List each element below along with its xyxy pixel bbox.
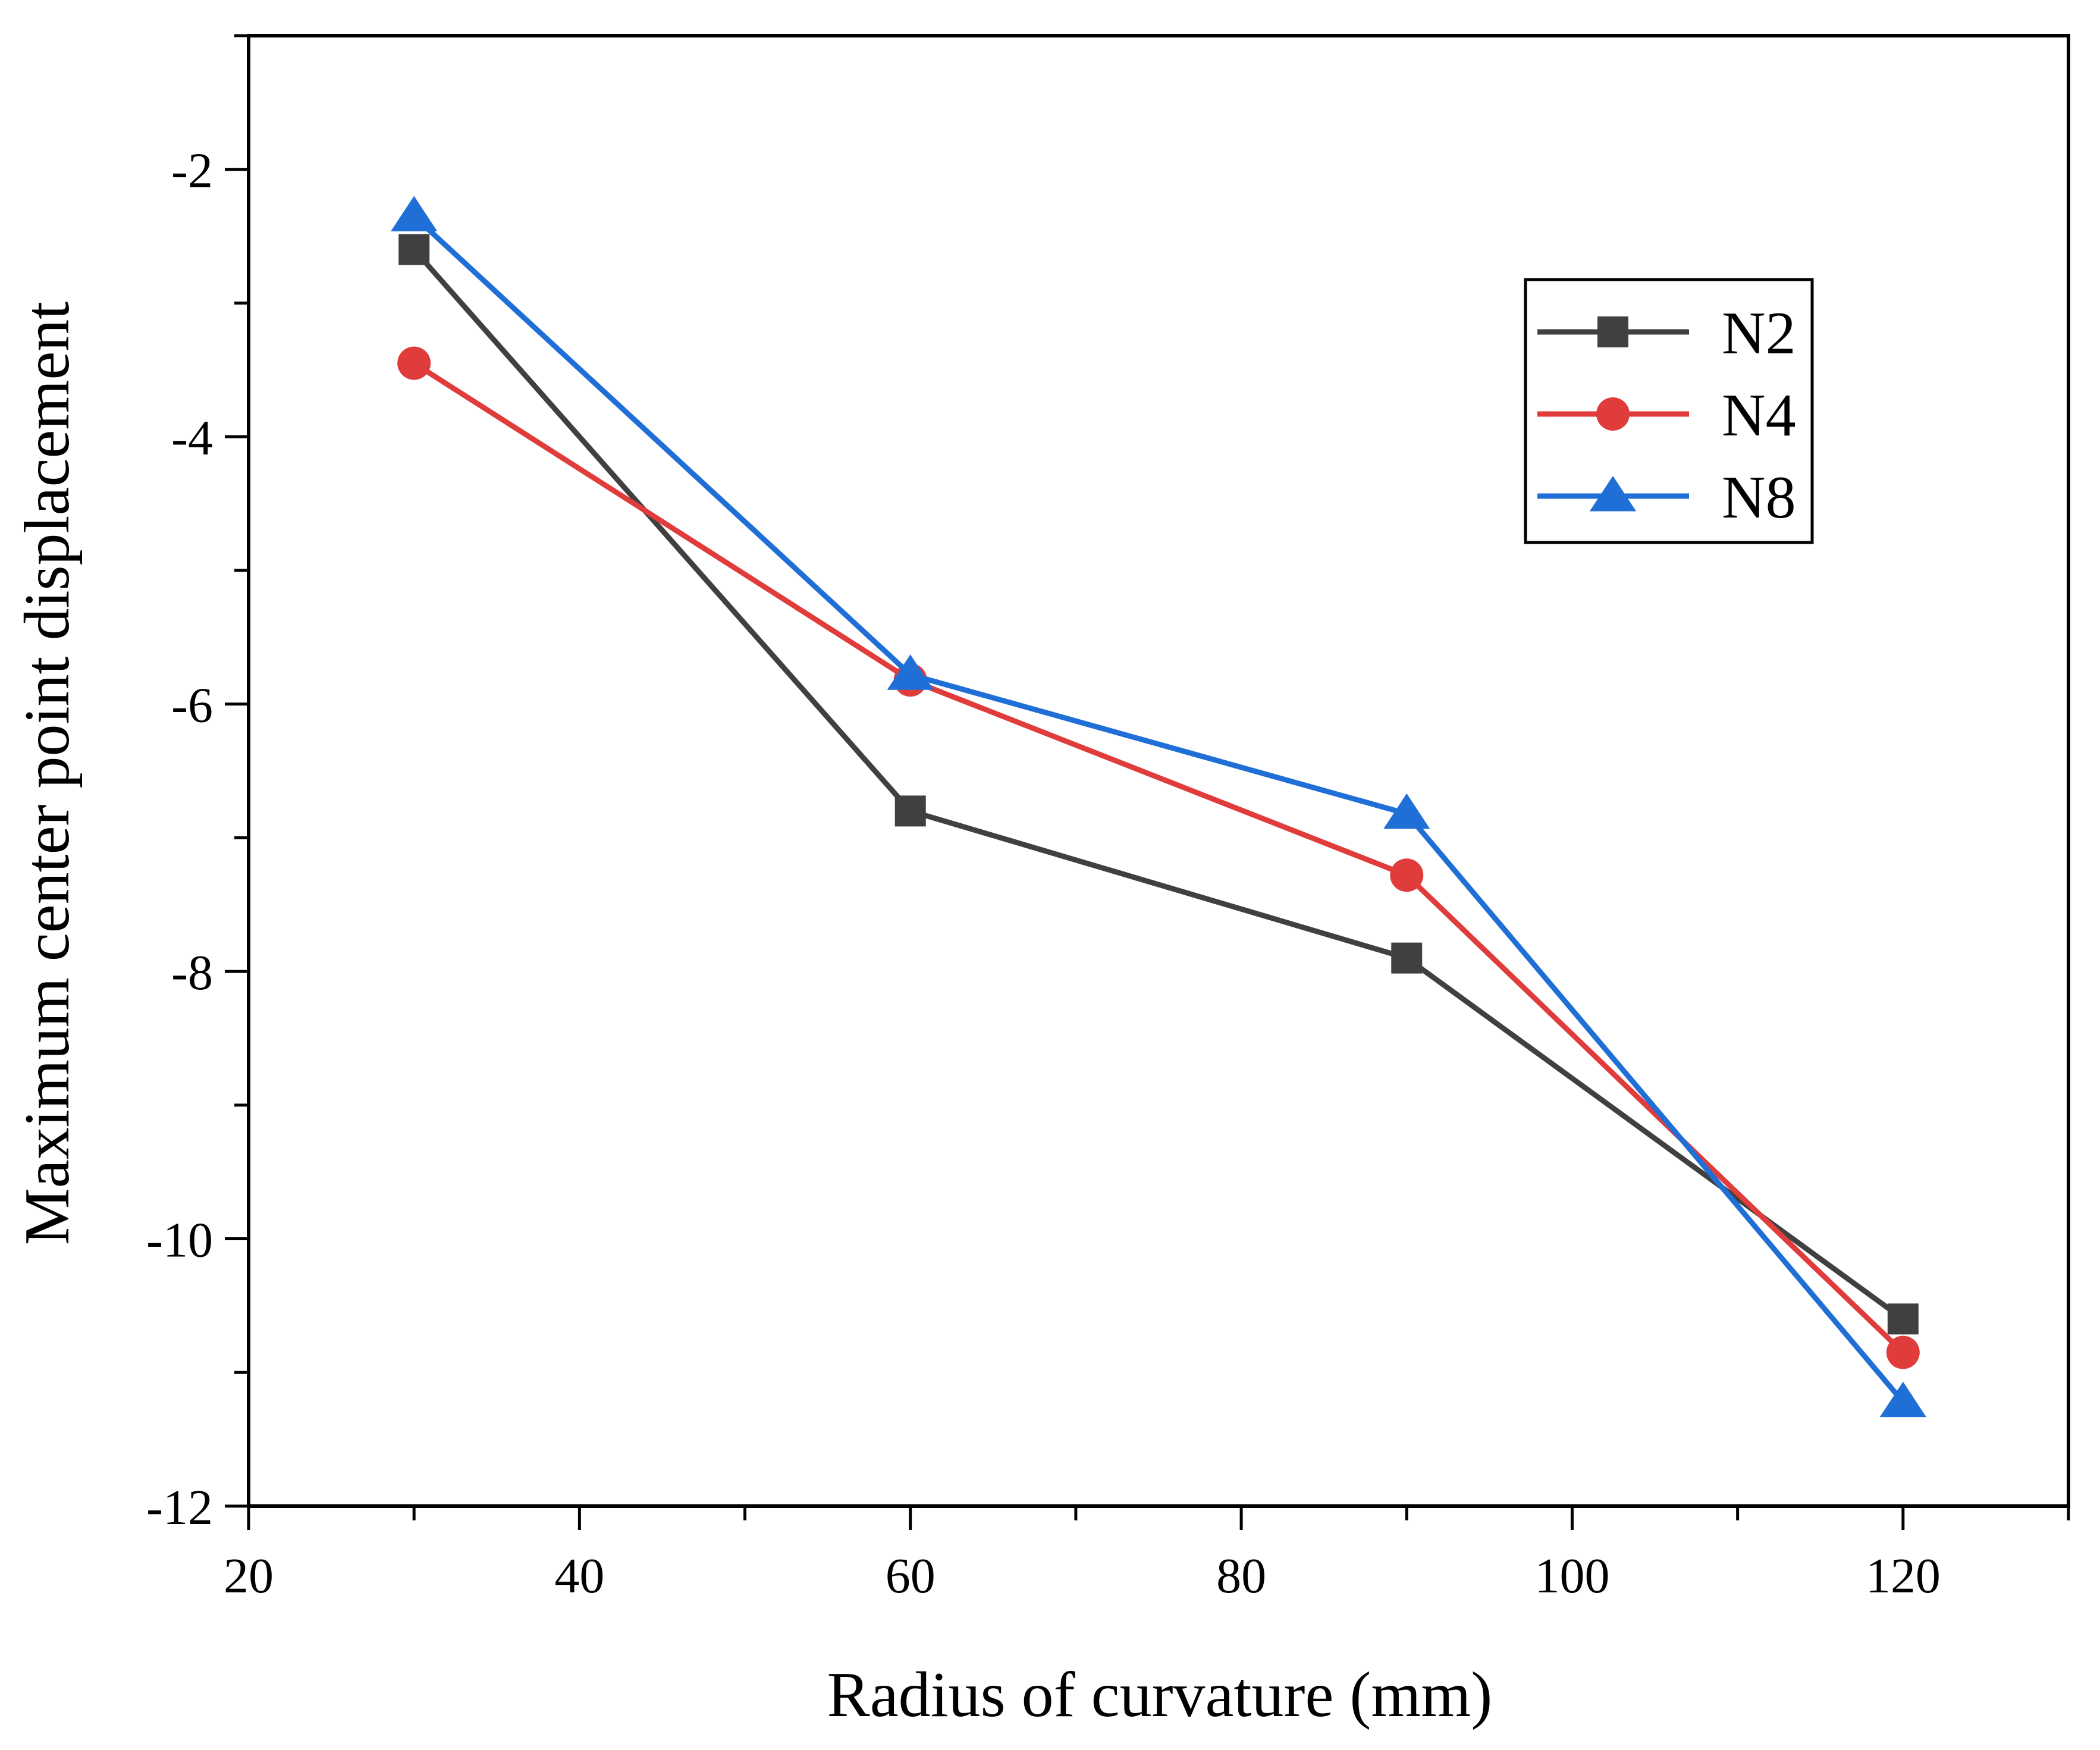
legend: N2 N4 N8 (1524, 278, 1814, 544)
y-tick-label: -6 (171, 678, 213, 733)
y-tick-label: -8 (171, 945, 213, 1001)
series-line-n2 (412, 247, 1905, 1322)
legend-marker-n4 (1596, 397, 1630, 431)
data-point-n8 (391, 196, 438, 231)
axes: 20 40 60 80 100 120 -12 -10 -8 -6 -4 -2 (146, 34, 2070, 1604)
y-tick-label: -2 (171, 143, 213, 199)
x-tick-label: 60 (886, 1548, 936, 1604)
plot-frame (247, 34, 2070, 1508)
data-point-n2 (1391, 942, 1423, 974)
data-point-n8 (1879, 1381, 1926, 1417)
x-tick-label: 40 (554, 1548, 604, 1604)
series-layer (391, 196, 1926, 1417)
legend-label-n2: N2 (1722, 300, 1796, 367)
legend-label-n4: N4 (1722, 382, 1796, 449)
x-tick-label: 20 (224, 1548, 274, 1604)
x-tick-label: 100 (1534, 1548, 1609, 1604)
data-point-n2 (1887, 1303, 1919, 1335)
legend-label-n8: N8 (1722, 464, 1796, 531)
series-n8 (391, 196, 1926, 1417)
x-tick-label: 120 (1866, 1548, 1941, 1604)
data-point-n4 (1886, 1335, 1920, 1369)
y-tick-label: -10 (146, 1213, 213, 1268)
y-tick-label: -12 (146, 1480, 213, 1535)
data-point-n4 (1390, 858, 1424, 892)
x-axis-title: Radius of curvature (mm) (827, 1660, 1493, 1730)
data-point-n8 (1383, 793, 1430, 829)
series-line-n4 (412, 360, 1905, 1354)
data-point-n4 (397, 346, 431, 380)
data-point-n8 (887, 654, 934, 690)
legend-marker-n2 (1597, 316, 1628, 347)
y-tick-label: -4 (171, 410, 213, 466)
series-n2 (398, 234, 1919, 1335)
data-point-n2 (398, 234, 430, 265)
data-point-n2 (894, 795, 926, 827)
x-tick-label: 80 (1216, 1548, 1266, 1604)
y-axis-title: Maximum center point displacement (12, 302, 83, 1246)
legend-marker-n8 (1589, 476, 1637, 512)
series-line-n8 (412, 214, 1906, 1404)
